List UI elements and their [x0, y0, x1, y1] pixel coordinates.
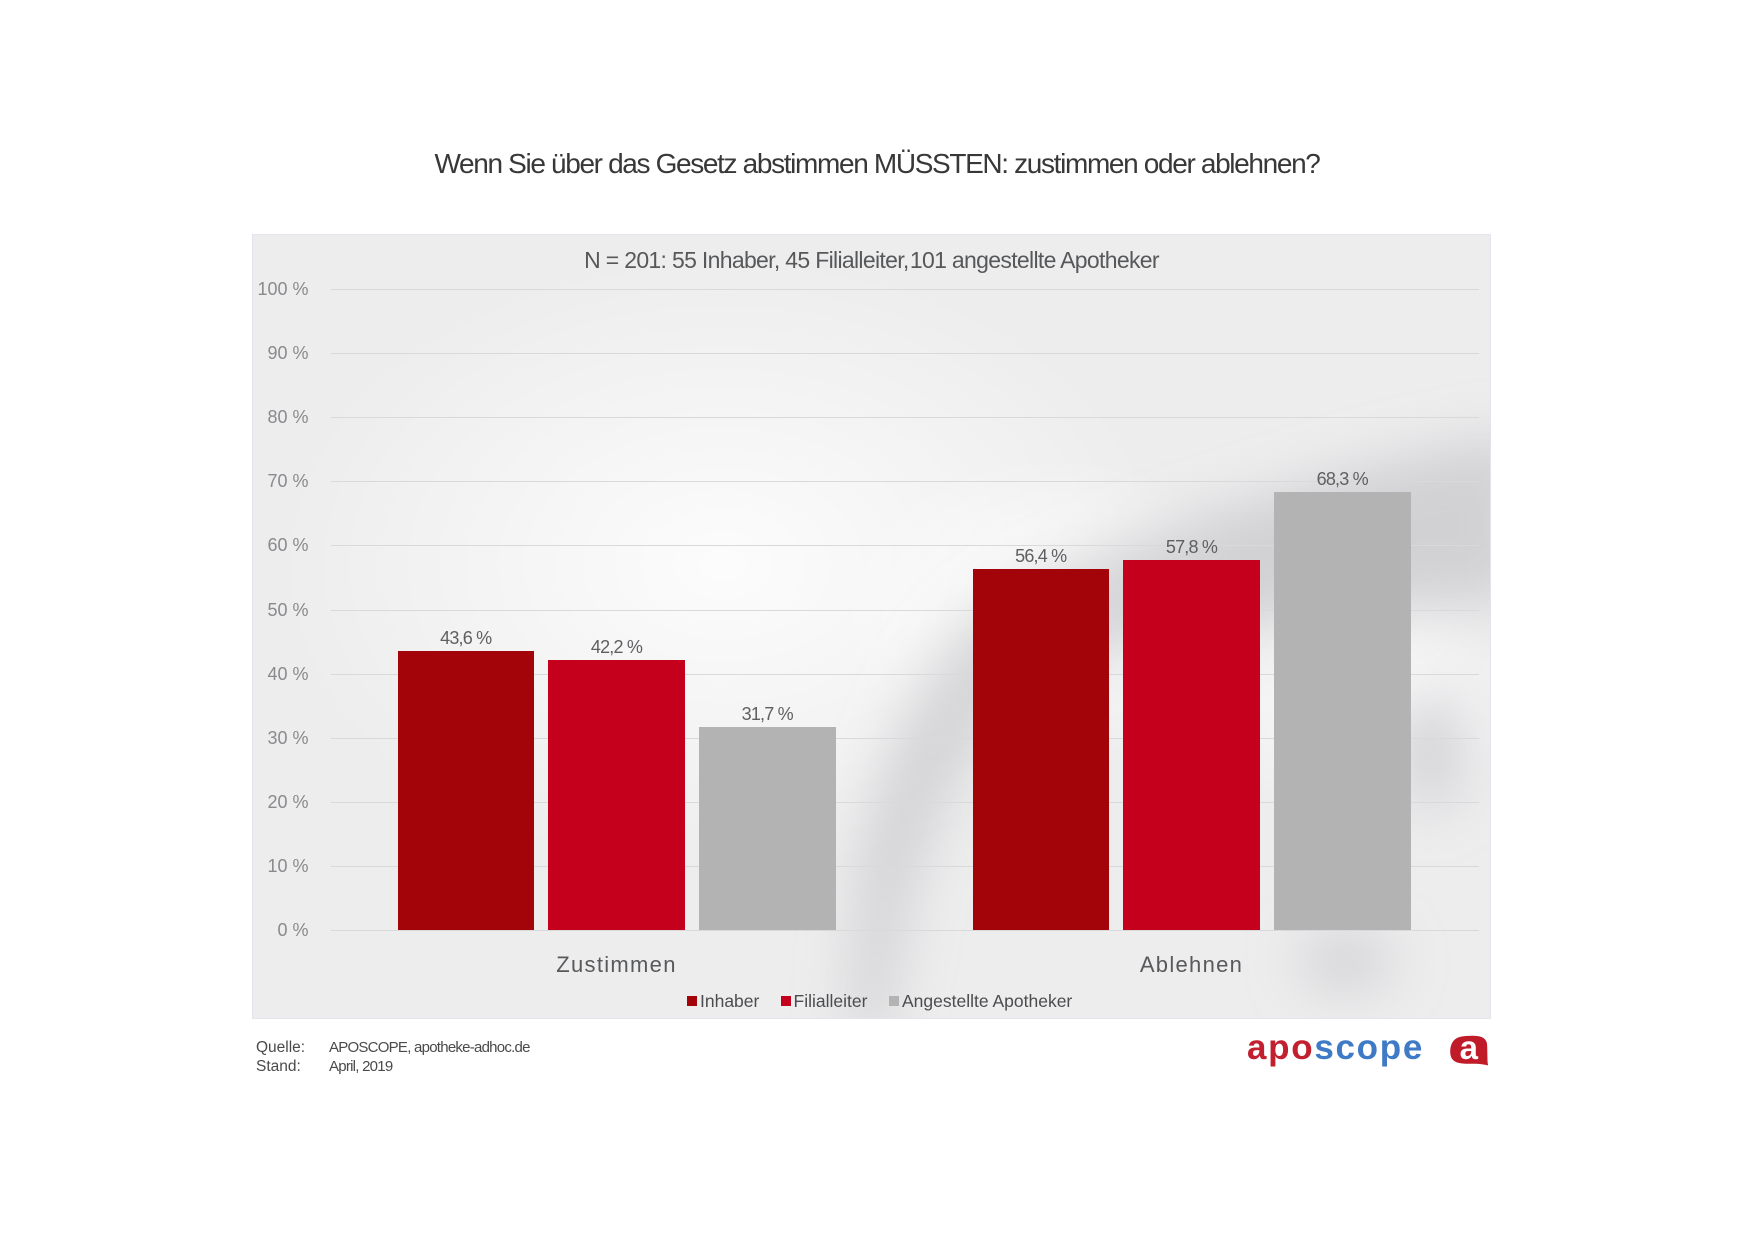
svg-text:a: a	[1460, 1035, 1479, 1066]
